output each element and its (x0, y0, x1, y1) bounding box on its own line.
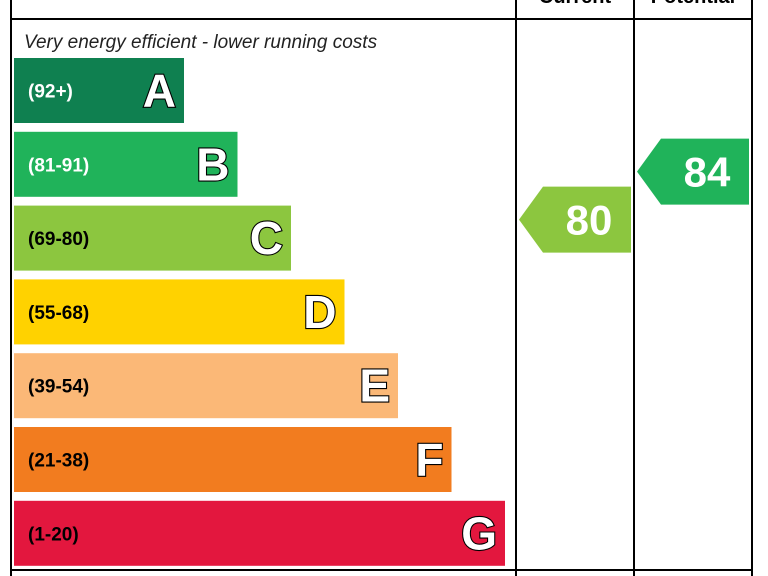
band-bar-c (14, 205, 291, 271)
band-range-label: (92+) (28, 82, 73, 103)
band-d: (55-68) D (14, 279, 345, 345)
band-e: (39-54) E (14, 353, 398, 419)
potential-rating-arrow (637, 138, 749, 205)
band-bar-d (14, 279, 345, 345)
current-rating-arrow (519, 186, 631, 253)
band-letter-label: E (359, 360, 390, 412)
chart-frame (10, 0, 753, 576)
band-range-label: (1-20) (28, 524, 79, 545)
band-letter-label: F (415, 434, 443, 486)
rating-bands: (92+) A (81-91) B (69-80) C (55-68) D (39-54) E (2… (14, 58, 505, 566)
score-indicators: 80 84 (519, 138, 749, 253)
band-range-label: (21-38) (28, 451, 89, 472)
band-bar-e (14, 353, 398, 419)
band-range-label: (69-80) (28, 229, 89, 250)
potential-column-header: Potential (651, 0, 735, 8)
band-letter-label: B (196, 138, 229, 190)
band-range-label: (39-54) (28, 377, 89, 398)
band-f: (21-38) F (14, 427, 452, 492)
band-letter-label: D (303, 286, 336, 338)
current-rating: 80 (519, 186, 631, 253)
band-letter-label: A (143, 65, 176, 117)
band-range-label: (55-68) (28, 303, 89, 324)
band-bar-g (14, 500, 505, 566)
band-bar-f (14, 427, 452, 492)
band-range-label: (81-91) (28, 155, 89, 176)
band-bar-b (14, 131, 238, 197)
current-rating-value: 80 (566, 197, 613, 244)
potential-rating: 84 (637, 138, 749, 205)
band-a: (92+) A (14, 58, 184, 123)
current-column-header: Current (539, 0, 612, 8)
top-efficiency-note: Very energy efficient - lower running co… (24, 32, 378, 53)
band-letter-label: C (250, 212, 283, 264)
band-letter-label: G (461, 507, 497, 559)
band-b: (81-91) B (14, 131, 238, 197)
band-g: (1-20) G (14, 500, 505, 566)
potential-rating-value: 84 (684, 149, 731, 196)
band-c: (69-80) C (14, 205, 291, 271)
band-bar-a (14, 58, 184, 123)
